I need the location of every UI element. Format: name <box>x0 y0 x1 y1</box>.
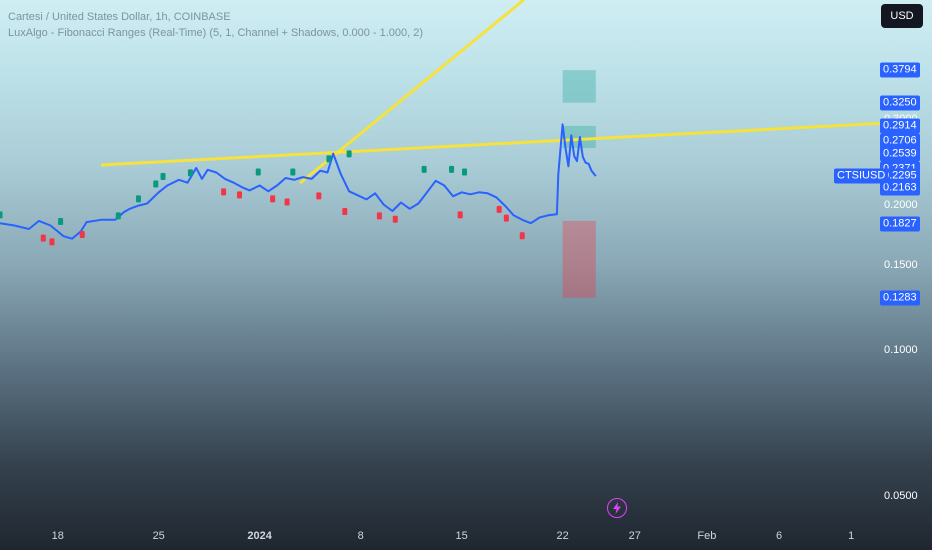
sell-signal-marker <box>221 188 227 196</box>
sell-signal-marker <box>342 208 348 216</box>
price-tick-label: 0.1000 <box>884 344 918 357</box>
price-tick-label: 0.2000 <box>884 198 918 211</box>
time-tick-label: 8 <box>357 530 364 542</box>
price-level-tag: 0.1283 <box>880 290 920 306</box>
buy-signal-marker <box>421 165 427 173</box>
buy-signal-marker <box>346 150 352 158</box>
price-tick-label: 0.0500 <box>884 489 918 502</box>
time-tick-label: Feb <box>697 530 717 542</box>
sell-signal-marker <box>392 215 398 223</box>
buy-signal-marker <box>58 218 64 226</box>
price-tick-label: 0.1500 <box>884 258 918 271</box>
price-level-tag: 0.2295 <box>880 168 920 184</box>
time-tick-label: 25 <box>152 530 165 542</box>
buy-signal-marker <box>135 195 141 203</box>
buy-signal-marker <box>449 165 455 173</box>
price-level-tag: 0.1827 <box>880 216 920 232</box>
trendline <box>299 0 525 185</box>
fib-range-box <box>562 220 596 298</box>
price-level-tag: 0.2539 <box>880 146 920 162</box>
sell-signal-marker <box>496 205 502 213</box>
sell-signal-marker <box>316 192 322 200</box>
time-tick-label: 2024 <box>247 530 272 542</box>
symbol-price-tag: CTSIUSD <box>834 168 889 184</box>
buy-signal-marker <box>160 173 166 181</box>
buy-signal-marker <box>255 168 261 176</box>
sell-signal-marker <box>519 232 525 240</box>
sell-signal-marker <box>457 211 463 219</box>
buy-signal-marker <box>153 180 159 188</box>
fib-range-box <box>562 70 596 103</box>
time-tick-label: 27 <box>628 530 641 542</box>
buy-signal-marker <box>187 169 193 177</box>
sell-signal-marker <box>270 195 276 203</box>
price-level-tag: 0.3794 <box>880 62 920 78</box>
price-level-tag: 0.3250 <box>880 95 920 111</box>
price-line <box>0 123 597 240</box>
sell-signal-marker <box>376 212 382 220</box>
currency-button[interactable]: USD <box>881 4 923 28</box>
sell-signal-marker <box>284 198 290 206</box>
time-tick-label: 22 <box>556 530 569 542</box>
time-tick-label: 15 <box>455 530 468 542</box>
buy-signal-marker <box>290 168 296 176</box>
price-level-tag: 0.2706 <box>880 133 920 149</box>
price-level-tag: 0.2163 <box>880 180 920 196</box>
chart-title: Cartesi / United States Dollar, 1h, COIN… <box>8 11 231 23</box>
sell-signal-marker <box>79 230 85 238</box>
buy-signal-marker <box>0 211 3 219</box>
sell-signal-marker <box>49 238 55 246</box>
buy-signal-marker <box>462 168 468 176</box>
indicator-legend[interactable]: LuxAlgo - Fibonacci Ranges (Real-Time) (… <box>8 27 424 39</box>
trendline <box>100 121 881 167</box>
time-tick-label: 6 <box>775 530 783 542</box>
sell-signal-marker <box>503 214 509 222</box>
buy-signal-marker <box>326 155 332 163</box>
lightning-bolt-icon[interactable] <box>607 498 627 518</box>
sell-signal-marker <box>236 191 242 199</box>
time-tick-label: 1 <box>848 530 855 542</box>
price-level-tag: 0.2914 <box>880 118 920 134</box>
buy-signal-marker <box>115 212 121 220</box>
time-tick-label: 18 <box>51 530 64 542</box>
sell-signal-marker <box>40 234 46 242</box>
